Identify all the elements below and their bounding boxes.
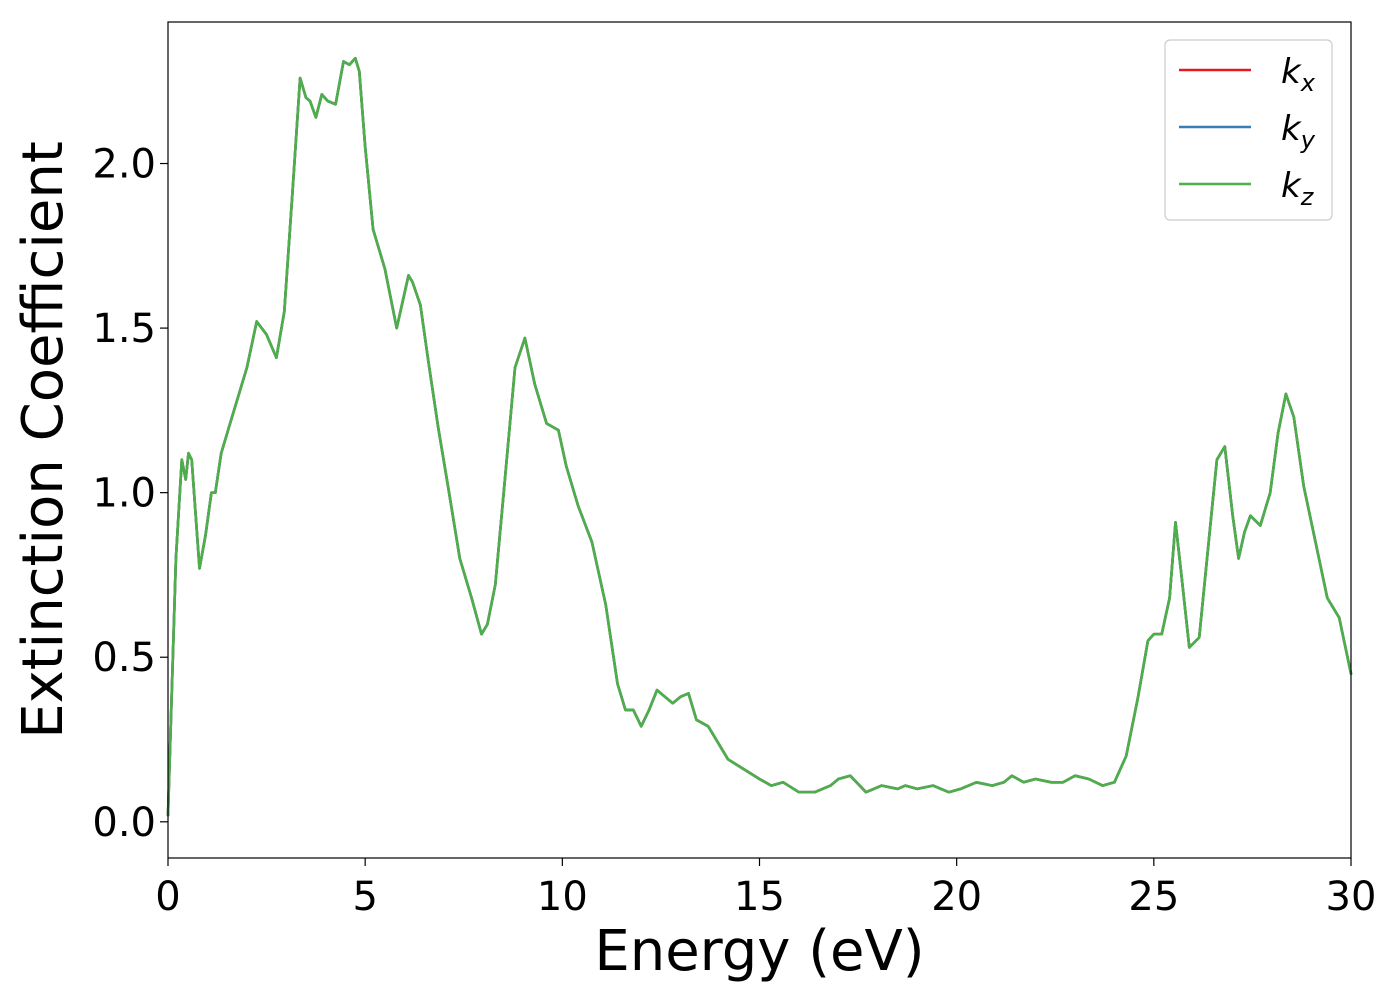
y-tick-label: 0.0 (92, 800, 156, 846)
x-tick-label: 5 (352, 874, 377, 920)
x-tick-label: 25 (1128, 874, 1179, 920)
plot-area (166, 56, 1353, 817)
y-tick-label: 1.5 (92, 306, 156, 352)
x-tick-label: 30 (1326, 874, 1377, 920)
series-line-k-z (166, 56, 1353, 817)
y-tick-label: 0.5 (92, 635, 156, 681)
legend-label-x: kx (1281, 52, 1316, 97)
y-axis: 0.0 0.5 1.0 1.5 2.0 (92, 142, 168, 846)
legend-box (1164, 39, 1333, 221)
legend: kx ky kz (1164, 39, 1333, 221)
x-tick-label: 20 (931, 874, 982, 920)
x-tick-label: 15 (734, 874, 785, 920)
y-axis-label: Extinction Coefficient (11, 141, 76, 739)
y-tick-label: 1.0 (92, 471, 156, 517)
x-tick-label: 10 (537, 874, 588, 920)
legend-label-z: kz (1281, 166, 1315, 211)
x-axis: 0 5 10 15 20 25 30 (155, 858, 1376, 920)
x-tick-label: 0 (155, 874, 180, 920)
y-tick-label: 2.0 (92, 142, 156, 188)
x-axis-label: Energy (eV) (594, 919, 924, 984)
legend-label-y: ky (1281, 109, 1316, 154)
